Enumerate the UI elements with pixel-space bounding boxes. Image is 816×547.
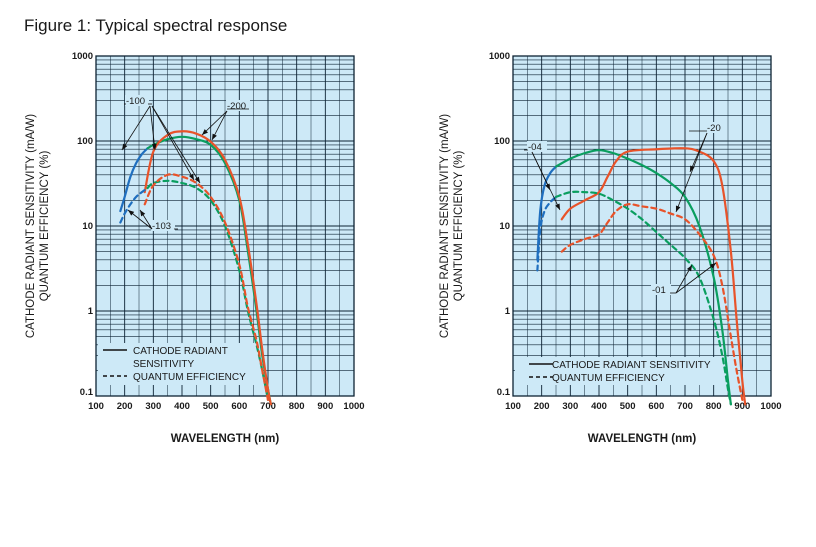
y-axis-label-2: QUANTUM EFFICIENCY (%)	[453, 151, 465, 302]
x-tick-label: 800	[706, 401, 722, 412]
series-line-red-dashed	[560, 203, 744, 401]
y-tick-label: 0.1	[80, 387, 94, 398]
callout-arrow	[675, 132, 708, 213]
x-tick-label: 1000	[760, 401, 781, 412]
legend-dashed-label: QUANTUM EFFICIENCY	[552, 373, 665, 384]
y-tick-label: 0.1	[497, 387, 511, 398]
plot-frame	[95, 55, 355, 397]
y-axis-label: CATHODE RADIANT SENSITIVITY (mA/W)	[25, 114, 37, 338]
series-line-green-dashed	[554, 190, 732, 406]
x-axis-label: WAVELENGTH (nm)	[588, 433, 697, 445]
callout-arrowhead	[545, 183, 550, 190]
y-tick-label: 1000	[489, 51, 510, 62]
series-group	[536, 147, 747, 406]
callout-bg	[527, 141, 547, 152]
series-line-blue-dashed	[119, 186, 149, 224]
legend-dashed-label: QUANTUM EFFICIENCY	[133, 372, 246, 383]
callout-arrowhead	[140, 210, 146, 217]
callout-arrowhead	[151, 143, 157, 150]
x-tick-label: 200	[117, 401, 133, 412]
callout-arrowhead	[212, 133, 217, 140]
legend-bg	[515, 357, 737, 385]
x-tick-label: 100	[505, 401, 521, 412]
y-tick-label: 1	[88, 306, 94, 317]
y-axis-label-2: QUANTUM EFFICIENCY (%)	[39, 151, 51, 302]
x-tick-label: 900	[317, 401, 333, 412]
callout-arrowhead	[128, 210, 135, 216]
y-tick-label: 10	[499, 221, 510, 232]
x-tick-label: 300	[562, 401, 578, 412]
callout-bg	[226, 100, 250, 111]
series-line-blue-solid	[119, 147, 149, 213]
callout-label: -20	[707, 123, 721, 134]
callout-arrowhead	[555, 203, 560, 210]
series-line-red-solid	[143, 130, 272, 406]
callout-arrowhead	[709, 263, 716, 269]
callout-arrowhead	[686, 265, 692, 272]
figure-title: Figure 1: Typical spectral response	[24, 16, 288, 35]
callout-arrowhead	[122, 143, 128, 150]
callout-arrow	[121, 105, 151, 151]
callout-group: -100 -200 -103	[121, 95, 250, 232]
chart-panel-1: 100 200 300 400 500 600 700 800 900 1000 0.1 1 10 100…	[25, 51, 365, 445]
callout-arrowhead	[194, 176, 200, 183]
callout-bg	[125, 95, 149, 106]
callout-group: -04 -20 -01	[524, 122, 726, 296]
callout-arrowhead	[202, 129, 208, 135]
legend-solid-label-cont: SENSITIVITY	[133, 359, 194, 370]
y-tick-label: 100	[77, 136, 93, 147]
callout-bg	[706, 122, 726, 133]
y-axis-label: CATHODE RADIANT SENSITIVITY (mA/W)	[439, 114, 451, 338]
callout-arrow	[149, 105, 156, 151]
series-line-red-solid	[560, 147, 747, 406]
x-tick-label: 500	[620, 401, 636, 412]
x-tick-label: 1000	[343, 401, 364, 412]
y-tick-label: 100	[494, 136, 510, 147]
chart-panel-2: 100 200 300 400 500 600 700 800 900 1000 0.1 1 10 100…	[439, 51, 782, 445]
legend-solid-label: CATHODE RADIANT SENSITIVITY	[552, 360, 711, 371]
y-tick-label: 1	[505, 306, 511, 317]
series-line-blue-solid	[536, 165, 558, 261]
x-tick-label: 900	[734, 401, 750, 412]
callout-bg	[151, 220, 175, 231]
x-tick-label: 100	[88, 401, 104, 412]
series-line-green-solid	[554, 149, 732, 406]
callout-arrow	[151, 105, 201, 184]
callout-label: -103	[152, 221, 171, 232]
callout-arrowhead	[188, 173, 194, 180]
callout-arrowhead	[675, 205, 681, 212]
callout-arrow	[531, 151, 561, 211]
y-tick-label: 1000	[72, 51, 93, 62]
callout-label: -100	[126, 96, 145, 107]
series-line-blue-dashed	[536, 195, 558, 272]
callout-label: -01	[652, 285, 666, 296]
series-group	[119, 130, 272, 406]
x-tick-label: 400	[174, 401, 190, 412]
callout-bg	[651, 284, 671, 295]
y-tick-label: 10	[82, 221, 93, 232]
callout-label: -200	[227, 101, 246, 112]
legend-solid-label: CATHODE RADIANT	[133, 346, 228, 357]
x-tick-label: 600	[231, 401, 247, 412]
x-tick-label: 700	[677, 401, 693, 412]
x-tick-label: 200	[534, 401, 550, 412]
callout-arrow	[151, 105, 195, 181]
x-axis-label: WAVELENGTH (nm)	[171, 433, 280, 445]
callout-arrow	[675, 262, 717, 294]
x-tick-label: 400	[591, 401, 607, 412]
plot-frame	[512, 55, 772, 397]
x-tick-label: 600	[648, 401, 664, 412]
x-tick-label: 300	[145, 401, 161, 412]
x-tick-label: 700	[260, 401, 276, 412]
series-line-red-dashed	[143, 173, 270, 401]
x-tick-label: 500	[203, 401, 219, 412]
x-tick-label: 800	[289, 401, 305, 412]
callout-label: -04	[528, 142, 542, 153]
